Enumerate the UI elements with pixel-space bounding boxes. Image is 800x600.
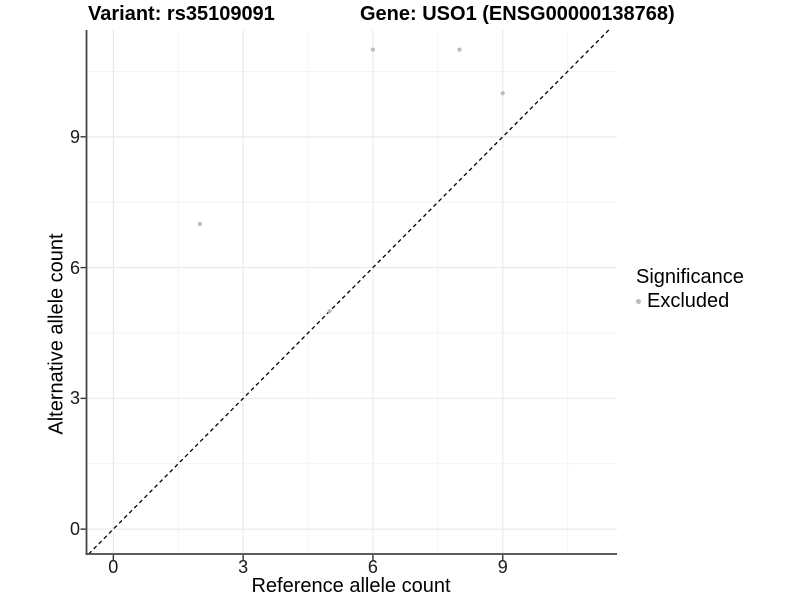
x-tick-label: 0 xyxy=(108,557,119,577)
x-tick-label: 3 xyxy=(238,557,249,577)
data-point xyxy=(457,47,462,52)
y-tick-label: 3 xyxy=(69,388,80,409)
y-tick-label: 9 xyxy=(69,126,80,147)
data-point xyxy=(197,221,202,227)
y-tick-label: 0 xyxy=(69,519,80,540)
legend: Significance Excluded xyxy=(636,266,744,311)
legend-entry-excluded: Excluded xyxy=(636,291,744,311)
legend-title: Significance xyxy=(636,266,744,288)
y-tick-label: 6 xyxy=(69,257,80,278)
x-tick-label: 6 xyxy=(367,557,378,577)
x-tick-label: 9 xyxy=(497,557,508,577)
gene-title: Gene: USO1 (ENSG00000138768) xyxy=(360,3,675,25)
legend-entry-label: Excluded xyxy=(647,290,730,312)
data-point xyxy=(500,91,505,96)
y-axis-title: Alternative allele count xyxy=(45,233,68,435)
data-point xyxy=(327,309,332,314)
identity-reference-line xyxy=(88,29,610,555)
data-point xyxy=(370,47,376,52)
legend-key-dot xyxy=(636,298,641,304)
x-axis-title: Reference allele count xyxy=(251,575,451,597)
variant-title: Variant: rs35109091 xyxy=(88,3,275,25)
